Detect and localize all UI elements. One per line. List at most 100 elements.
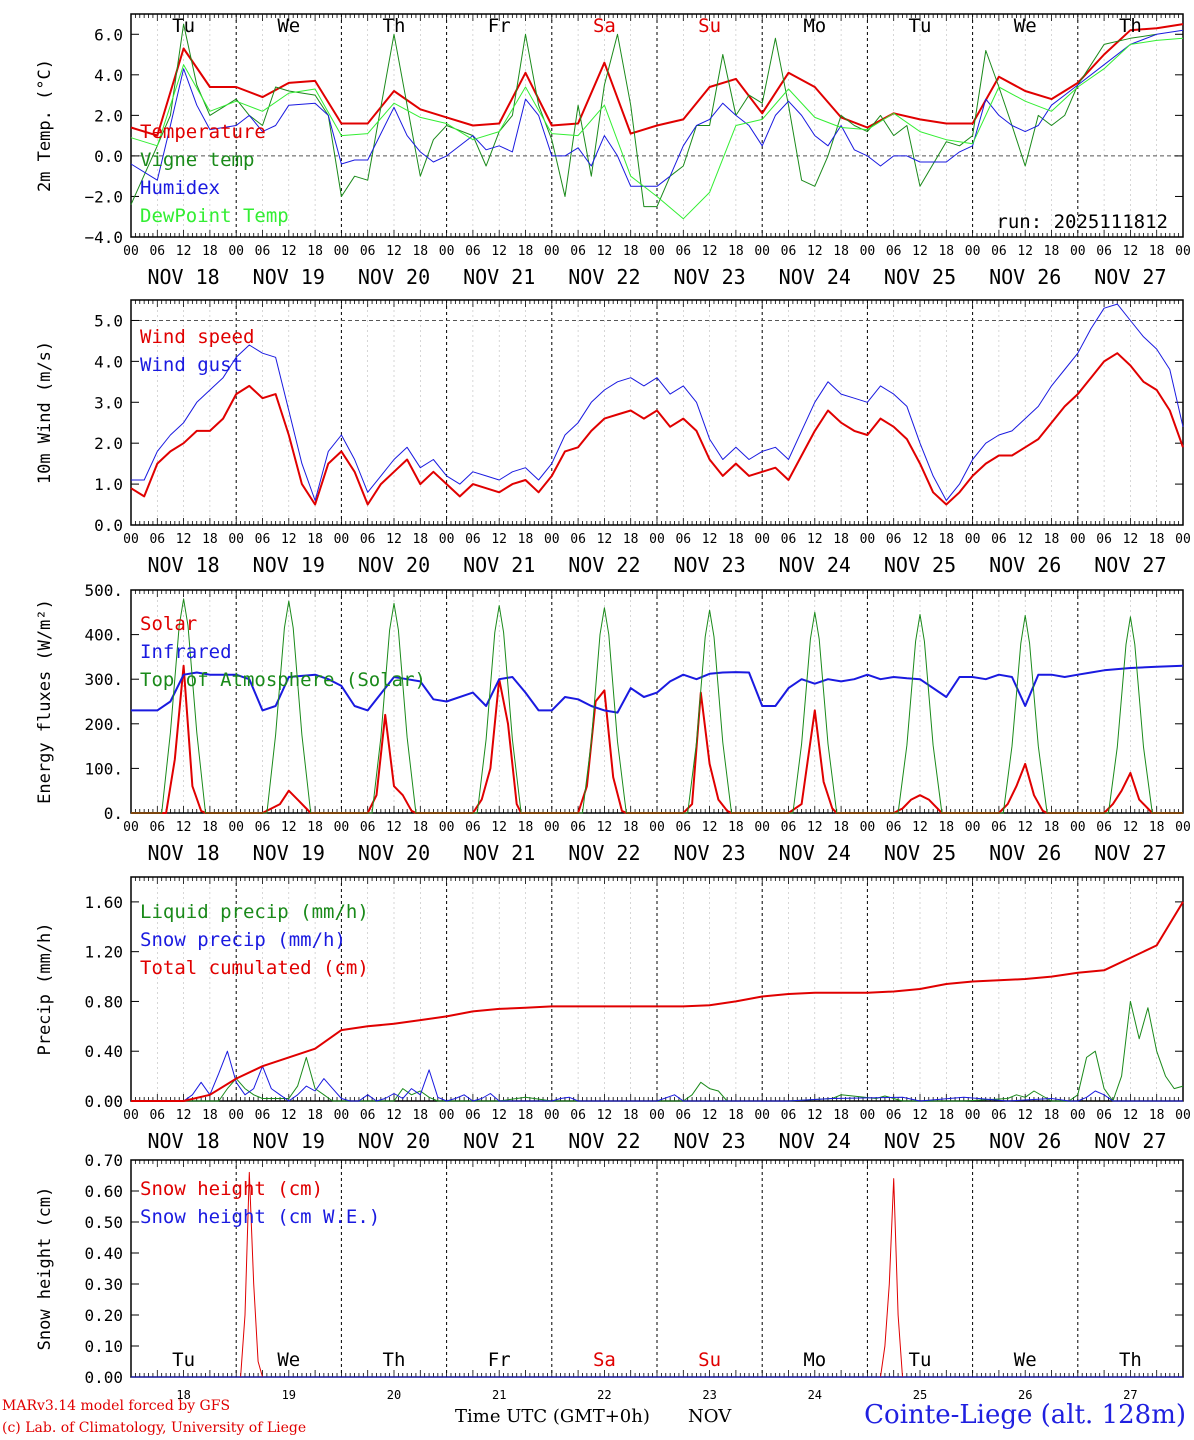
hour-tick-label: 00: [544, 532, 560, 547]
legend-entry: Solar: [140, 613, 197, 635]
hour-tick-label: 00: [1175, 1108, 1191, 1123]
hour-tick-label: 06: [255, 820, 271, 835]
y-tick-label: 1.0: [94, 475, 123, 494]
hour-tick-label: 00: [1070, 244, 1086, 259]
legend-entry: Infrared: [140, 641, 232, 663]
series-line-wind-speed: [130, 352, 1184, 506]
series-line-total-cumulated-cm-: [131, 901, 1184, 1102]
legend-entry: Temperature: [140, 121, 266, 143]
hour-tick-label: 00: [754, 244, 770, 259]
hour-tick-label: 06: [781, 532, 797, 547]
y-tick-label: 0.30: [84, 1275, 123, 1294]
hour-tick-label: 12: [597, 820, 613, 835]
date-label: NOV 27: [1094, 265, 1166, 289]
y-tick-label: 0.40: [84, 1244, 123, 1263]
panel-temp: [130, 13, 1184, 238]
hour-tick-label: 12: [1017, 532, 1033, 547]
y-tick-label: 300.: [84, 670, 123, 689]
y-tick-label: 0.00: [84, 1092, 123, 1111]
y-tick-label: 0.: [104, 804, 123, 823]
station-name: Cointe-Liege (alt. 128m): [864, 1400, 1186, 1430]
hour-tick-label: 00: [228, 532, 244, 547]
hour-tick-label: 00: [1070, 1108, 1086, 1123]
hour-tick-label: 12: [176, 532, 192, 547]
hour-tick-label: 12: [807, 244, 823, 259]
time-axis-label: Time UTC (GMT+0h): [455, 1406, 650, 1427]
hour-tick-label: 06: [149, 1108, 165, 1123]
hour-tick-label: 18: [938, 1108, 954, 1123]
hour-tick-label: 00: [334, 820, 350, 835]
day-number-label: 25: [913, 1388, 927, 1402]
hour-tick-label: 18: [1044, 244, 1060, 259]
hour-tick-label: 00: [123, 532, 139, 547]
weekday-label: Th: [383, 15, 406, 37]
hour-tick-label: 18: [623, 244, 639, 259]
weekday-label-bottom: Tu: [909, 1349, 932, 1371]
weekday-label: We: [1014, 15, 1037, 37]
hour-tick-label: 18: [1149, 244, 1165, 259]
hour-tick-label: 00: [334, 1108, 350, 1123]
hour-tick-label: 00: [860, 244, 876, 259]
hour-tick-label: 12: [807, 1108, 823, 1123]
legend-entry: Wind speed: [140, 326, 254, 348]
weekday-label: Su: [698, 15, 721, 37]
y-tick-label: 4.0: [94, 352, 123, 371]
hour-tick-label: 12: [491, 244, 507, 259]
hour-tick-label: 18: [412, 532, 428, 547]
legend-entry: Snow precip (mm/h): [140, 929, 346, 951]
date-label: NOV 22: [568, 553, 640, 577]
hour-tick-label: 06: [1096, 1108, 1112, 1123]
hour-tick-label: 06: [255, 244, 271, 259]
date-label: NOV 18: [147, 553, 219, 577]
hour-tick-label: 06: [675, 532, 691, 547]
hour-tick-label: 18: [1044, 820, 1060, 835]
hour-tick-label: 12: [491, 820, 507, 835]
date-label: NOV 23: [673, 841, 745, 865]
hour-tick-label: 00: [544, 820, 560, 835]
hour-tick-label: 18: [833, 820, 849, 835]
legend-entry: Vigne temp: [140, 149, 254, 171]
hour-tick-label: 06: [886, 532, 902, 547]
date-label: NOV 18: [147, 265, 219, 289]
date-label: NOV 25: [884, 1129, 956, 1153]
hour-tick-label: 18: [623, 1108, 639, 1123]
y-tick-label: 400.: [84, 626, 123, 645]
hour-tick-label: 00: [334, 244, 350, 259]
hour-tick-label: 06: [781, 1108, 797, 1123]
hour-tick-label: 12: [491, 1108, 507, 1123]
hour-tick-label: 12: [912, 244, 928, 259]
y-tick-label: 0.50: [84, 1213, 123, 1232]
hour-tick-label: 06: [570, 1108, 586, 1123]
hour-tick-label: 18: [938, 244, 954, 259]
hour-tick-label: 06: [570, 532, 586, 547]
hour-tick-label: 06: [255, 532, 271, 547]
hour-tick-label: 18: [623, 820, 639, 835]
hour-tick-label: 18: [202, 1108, 218, 1123]
series-line-wind-gust: [131, 303, 1184, 501]
y-tick-label: 1.20: [84, 943, 123, 962]
weekday-label-bottom: We: [1014, 1349, 1037, 1371]
day-number-label: 22: [597, 1388, 611, 1402]
weekday-label: Fr: [488, 15, 511, 37]
hour-tick-label: 06: [991, 244, 1007, 259]
day-number-label: 24: [808, 1388, 822, 1402]
hour-tick-label: 12: [807, 532, 823, 547]
hour-tick-label: 18: [1149, 1108, 1165, 1123]
y-tick-label: 500.: [84, 581, 123, 600]
legend-entry: Top of Atmosphere (Solar): [140, 669, 426, 691]
hour-tick-label: 00: [1175, 820, 1191, 835]
hour-tick-label: 12: [1123, 244, 1139, 259]
hour-tick-label: 06: [1096, 820, 1112, 835]
hour-tick-label: 06: [781, 244, 797, 259]
y-tick-label: 0.10: [84, 1337, 123, 1356]
hour-tick-label: 18: [412, 1108, 428, 1123]
date-label: NOV 23: [673, 265, 745, 289]
hour-tick-label: 12: [176, 244, 192, 259]
hour-tick-label: 00: [649, 244, 665, 259]
panel-snow: [130, 1159, 1184, 1378]
day-number-label: 26: [1018, 1388, 1032, 1402]
weekday-label: Tu: [172, 15, 195, 37]
date-label: NOV 22: [568, 841, 640, 865]
panel-wind: [130, 299, 1184, 526]
date-label: NOV 21: [463, 265, 535, 289]
